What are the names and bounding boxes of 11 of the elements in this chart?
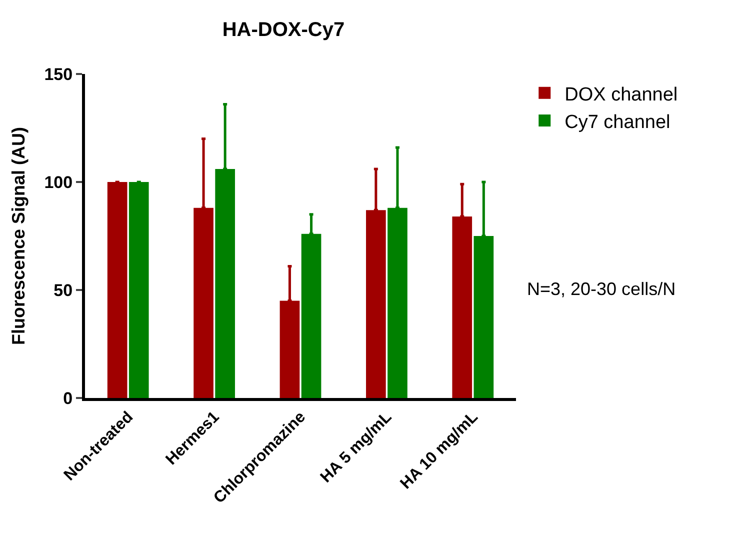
legend-label: Cy7 channel bbox=[564, 112, 670, 133]
chart-title: HA-DOX-Cy7 bbox=[222, 19, 345, 42]
y-tick-label: 50 bbox=[54, 280, 73, 300]
y-tick-label: 0 bbox=[63, 388, 73, 408]
text: N=3, 20-30 cells/N bbox=[527, 279, 676, 299]
bar bbox=[107, 182, 128, 398]
legend-label: DOX channel bbox=[564, 84, 678, 106]
y-tick-label: 150 bbox=[44, 64, 73, 84]
y-axis-title: Fluorescence Signal (AU) bbox=[8, 126, 28, 346]
bar bbox=[128, 182, 149, 398]
y-tick-label: 100 bbox=[44, 172, 73, 192]
